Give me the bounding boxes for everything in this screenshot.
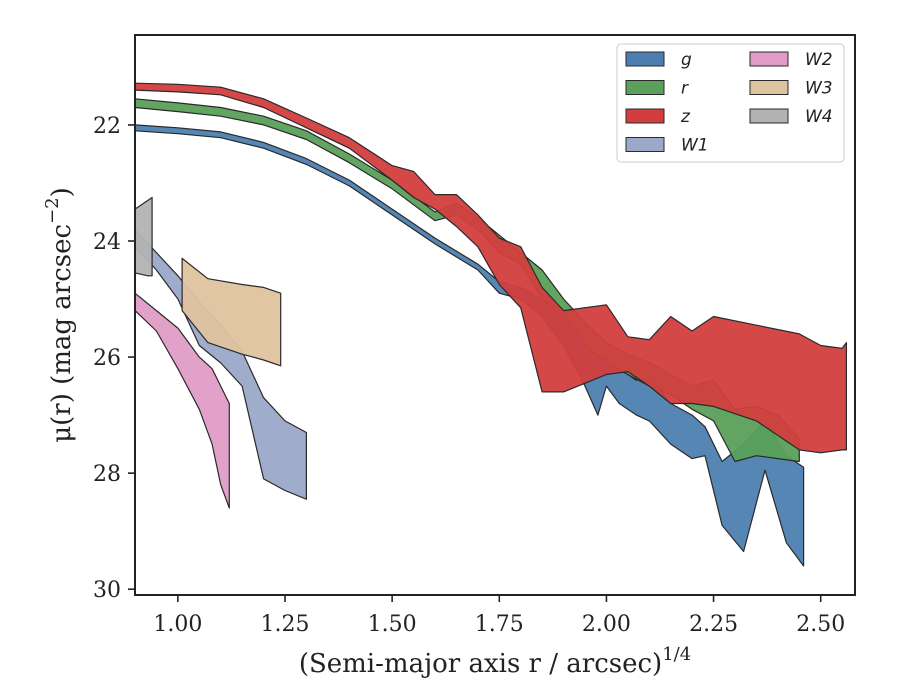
legend-label-z: z <box>680 107 691 127</box>
band-w2 <box>134 292 230 509</box>
band-z <box>134 82 848 454</box>
legend-swatch-w2 <box>749 51 789 67</box>
y-axis-label-main: μ(r) (mag arcsec <box>47 224 77 443</box>
legend: grz W1 W2 W3 W4 <box>616 43 845 163</box>
band-w3 <box>181 257 282 367</box>
y-tick-label: 28 <box>93 462 121 487</box>
y-axis-label: μ(r) (mag arcsec−2) <box>42 187 77 443</box>
x-tick-label: 2.25 <box>689 612 738 637</box>
legend-label-w4: W4 <box>805 107 833 127</box>
legend-swatch-w3 <box>749 80 789 95</box>
legend-swatch-r <box>625 80 665 95</box>
x-axis-label-main: (Semi-major axis r / arcsec) <box>299 649 662 679</box>
legend-label-w3: W3 <box>805 79 833 99</box>
y-tick-label: 30 <box>93 578 121 603</box>
y-tick-label: 22 <box>93 114 121 139</box>
x-axis-label: (Semi-major axis r / arcsec)1/4 <box>299 644 691 679</box>
axis-ticks: 1.00 1.25 1.50 1.75 2.00 2.25 2.50 22 24 26 28 30 <box>93 114 845 637</box>
band-w4 <box>134 196 153 277</box>
legend-swatch-g <box>625 51 665 67</box>
plot-frame <box>134 34 856 596</box>
y-axis-label-exponent: −2 <box>42 197 63 224</box>
x-tick-label: 2.50 <box>796 612 845 637</box>
y-tick-label: 24 <box>93 230 121 255</box>
y-tick-label: 26 <box>93 346 121 371</box>
legend-label-r: r <box>681 79 689 99</box>
legend-box <box>616 43 845 163</box>
x-tick-label: 1.00 <box>153 612 202 637</box>
x-tick-label: 1.75 <box>475 612 524 637</box>
legend-label-w1: W1 <box>681 136 709 156</box>
legend-swatch-z <box>625 108 665 124</box>
y-axis-label-close: ) <box>47 187 77 197</box>
x-axis-label-exponent: 1/4 <box>662 644 691 665</box>
x-tick-label: 1.25 <box>261 612 310 637</box>
legend-label-g: g <box>681 50 692 70</box>
legend-label-w2: W2 <box>805 50 833 70</box>
bands <box>134 82 848 567</box>
legend-swatch-w4 <box>749 108 789 124</box>
legend-swatch-w1 <box>625 137 665 152</box>
x-tick-label: 1.50 <box>368 612 417 637</box>
x-tick-label: 2.00 <box>582 612 631 637</box>
